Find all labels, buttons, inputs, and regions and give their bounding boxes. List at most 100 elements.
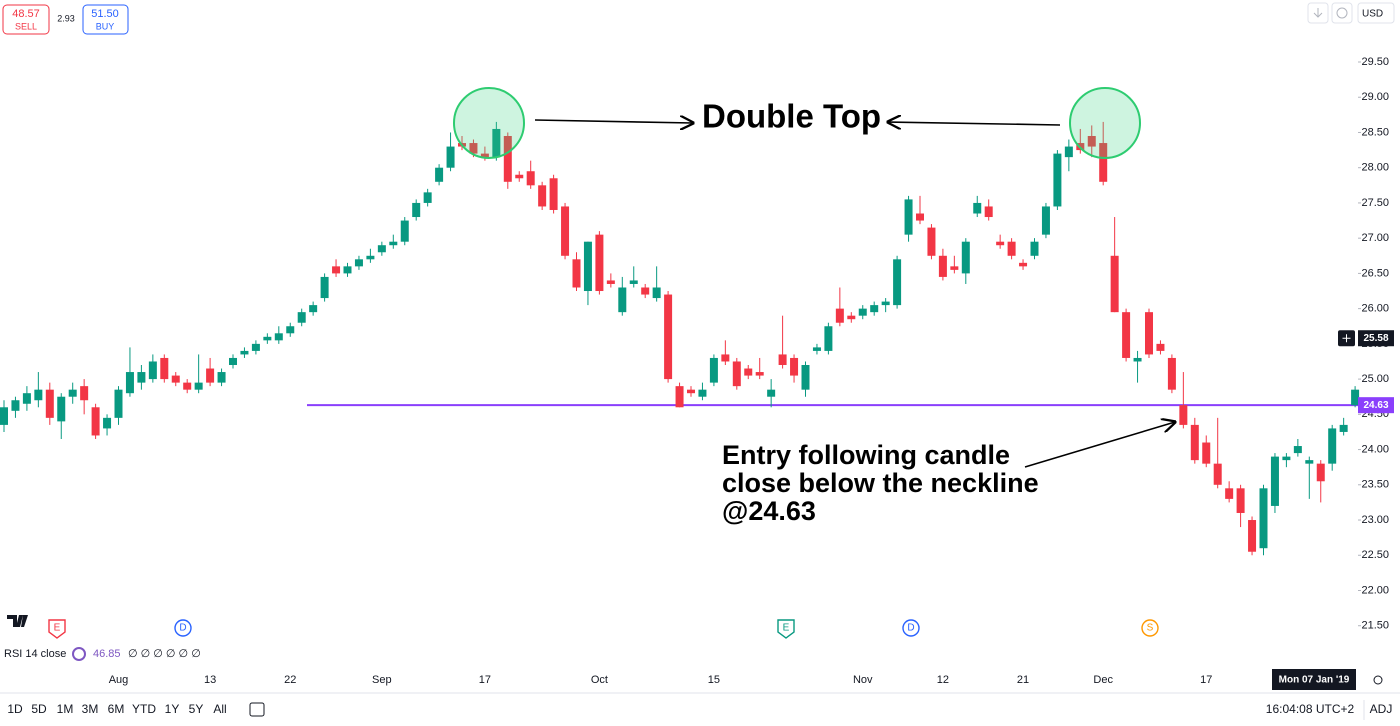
candle-body — [938, 255, 947, 277]
adj-button[interactable]: ADJ — [1370, 702, 1393, 716]
x-tick-label: 22 — [284, 674, 296, 686]
annotation: Double Top — [702, 98, 881, 135]
buy-button[interactable] — [82, 4, 129, 35]
candle-body — [412, 202, 421, 218]
event-label[interactable]: E — [783, 623, 790, 634]
settings-icon[interactable] — [1373, 675, 1383, 685]
indicator-name[interactable]: RSI 14 close — [4, 648, 66, 660]
currency[interactable]: USD — [1362, 9, 1383, 20]
range-button[interactable]: YTD — [132, 702, 156, 716]
candle-body — [1282, 456, 1291, 461]
x-tick-label: Sep — [372, 674, 392, 686]
x-tick-label: Dec — [1093, 674, 1113, 686]
range-button[interactable]: 3M — [82, 702, 99, 716]
event-label[interactable]: D — [179, 623, 186, 634]
y-tick-label: 24.00 — [1361, 443, 1389, 455]
candle-body — [835, 308, 844, 323]
range-button[interactable]: 1D — [7, 702, 23, 716]
event-icon[interactable] — [777, 619, 795, 639]
candle-body — [526, 171, 535, 186]
candle-body — [996, 241, 1005, 246]
x-tick-label: 13 — [204, 674, 216, 686]
candle-body — [1122, 312, 1131, 358]
range-button[interactable]: 5D — [31, 702, 47, 716]
event-icon[interactable] — [1141, 619, 1159, 637]
candle-body — [354, 259, 363, 267]
sell-button[interactable] — [2, 4, 50, 35]
candle-body — [137, 372, 146, 383]
candle-body — [1351, 389, 1360, 406]
candle-body — [206, 368, 215, 383]
buy-label[interactable]: BUY — [96, 21, 115, 31]
event-icon[interactable] — [902, 619, 920, 637]
range-button[interactable]: All — [213, 702, 226, 716]
candle-body — [469, 143, 478, 154]
candle-body — [1167, 357, 1176, 390]
y-tick-label: 27.00 — [1361, 232, 1389, 244]
buy-price[interactable]: 51.50 — [91, 8, 119, 20]
calendar-icon[interactable] — [249, 702, 265, 717]
candle-body — [217, 372, 226, 383]
toolbar: 1D 5D 1M 3M 6M YTD 1Y 5Y All — [7, 702, 226, 716]
icon — [1313, 8, 1323, 18]
candle-body — [687, 389, 695, 394]
candle-body — [664, 294, 673, 380]
event-icon[interactable] — [174, 619, 192, 637]
candle-body — [1202, 442, 1211, 464]
candle-body — [1030, 241, 1039, 256]
candle-body — [125, 372, 134, 394]
candle-body — [1179, 405, 1188, 425]
candle-body — [183, 382, 192, 390]
candle-body — [675, 386, 684, 408]
candle-body — [229, 357, 237, 366]
candle-body — [160, 357, 169, 380]
candle-body — [309, 305, 318, 313]
candle-body — [744, 368, 753, 376]
y-tick-label: 23.50 — [1361, 479, 1389, 491]
crosshair-date-label: Mon 07 Jan '19 — [1279, 675, 1350, 686]
event-label[interactable]: S — [1147, 623, 1154, 634]
range-button[interactable]: 1Y — [165, 702, 180, 716]
currency-button[interactable] — [1357, 2, 1395, 24]
candle-body — [618, 287, 627, 313]
candle-body — [870, 305, 879, 313]
event-icon[interactable] — [48, 619, 66, 639]
candle-body — [34, 389, 43, 401]
range-button[interactable]: 6M — [108, 702, 125, 716]
candle-body — [515, 174, 524, 179]
event-label[interactable]: D — [907, 623, 914, 634]
icon — [1336, 7, 1348, 19]
reset-button[interactable] — [1331, 2, 1353, 24]
candle-body — [446, 146, 455, 168]
top-highlight — [453, 87, 525, 159]
candle-body — [1133, 357, 1142, 362]
candle-body — [812, 347, 821, 351]
candle-body — [858, 308, 867, 316]
indicator-icon — [72, 647, 86, 661]
candle-body — [1328, 428, 1337, 464]
y-tick-label: 29.00 — [1361, 91, 1389, 103]
candle-body — [893, 259, 902, 306]
candle-body — [1007, 241, 1016, 256]
range-button[interactable]: 5Y — [189, 702, 204, 716]
candle-body — [1316, 463, 1325, 482]
candle-body — [698, 389, 707, 397]
candle-body — [778, 354, 787, 366]
candle-body — [286, 326, 295, 334]
event-label[interactable]: E — [54, 623, 61, 634]
range-button[interactable]: 1M — [57, 702, 74, 716]
candle-body — [57, 396, 66, 422]
candle-body — [561, 206, 570, 256]
top-highlight — [1069, 87, 1141, 159]
candle-body — [332, 266, 341, 274]
candle-body — [801, 365, 810, 390]
candle-body — [1190, 424, 1199, 461]
sell-price[interactable]: 48.57 — [12, 8, 40, 20]
annotation: Entry following candle — [722, 440, 1010, 470]
candle-body — [606, 280, 615, 284]
candle-body — [1145, 312, 1153, 355]
candle-body — [755, 372, 764, 376]
x-tick-label: 15 — [708, 674, 720, 686]
sell-label[interactable]: SELL — [15, 21, 37, 31]
